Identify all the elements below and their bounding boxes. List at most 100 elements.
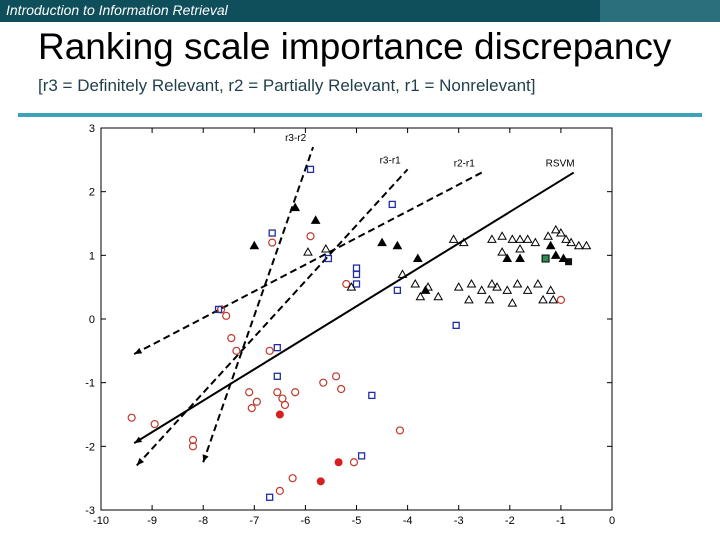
line-label: RSVM <box>546 159 575 170</box>
x-tick-label: -6 <box>301 515 311 527</box>
point-triangle <box>433 291 444 301</box>
point-triangle <box>448 234 459 243</box>
point-circle <box>337 384 346 394</box>
point-circle <box>395 426 405 435</box>
point-triangle <box>502 285 513 294</box>
x-tick-label: -8 <box>198 515 208 527</box>
point-square <box>306 165 315 174</box>
point-square <box>352 264 361 272</box>
point-triangle <box>522 285 533 294</box>
point-triangle <box>320 243 331 253</box>
point-triangle <box>530 237 541 247</box>
point-square <box>352 280 361 288</box>
point-circle <box>265 346 274 355</box>
x-tick-label: -5 <box>352 515 362 527</box>
point-triangle-filled <box>249 240 260 250</box>
x-tick-label: -3 <box>454 515 464 527</box>
point-square <box>393 286 402 295</box>
point-triangle <box>410 278 421 288</box>
point-circle <box>222 311 231 320</box>
ranking-line-rsvm <box>133 171 575 445</box>
point-triangle <box>453 282 464 291</box>
point-circle <box>127 413 136 422</box>
point-square <box>214 305 223 314</box>
point-circle <box>288 474 297 483</box>
point-circle <box>319 378 328 387</box>
point-triangle-filled <box>412 253 423 263</box>
line-label: r2-r1 <box>454 159 476 170</box>
point-triangle <box>497 231 507 240</box>
point-circle <box>227 334 236 343</box>
point-circle <box>556 295 566 304</box>
line-label: r3-r1 <box>380 155 402 166</box>
point-triangle-filled <box>550 250 561 259</box>
header-accent <box>600 0 720 22</box>
x-tick-label: -10 <box>93 515 109 527</box>
arrowhead <box>134 436 143 444</box>
arrowhead <box>134 347 143 355</box>
y-tick-label: 0 <box>89 314 95 326</box>
y-tick-label: -3 <box>85 505 95 517</box>
point-triangle <box>507 298 518 307</box>
x-tick-label: 0 <box>609 515 615 527</box>
point-square <box>265 493 274 501</box>
point-circle <box>150 419 159 429</box>
line-label: r3-r2 <box>285 133 307 144</box>
header-bar <box>0 0 720 22</box>
title-rule <box>18 113 702 117</box>
x-tick-label: -2 <box>505 515 515 527</box>
point-triangle <box>346 282 357 291</box>
point-triangle <box>492 282 502 291</box>
point-triangle <box>458 237 469 247</box>
point-square <box>324 254 333 263</box>
point-triangle <box>397 269 408 278</box>
point-triangle <box>566 237 576 247</box>
point-circle <box>280 400 290 410</box>
plot-frame <box>100 127 613 511</box>
point-triangle <box>484 294 495 304</box>
point-square <box>388 200 396 209</box>
point-triangle-filled <box>392 240 403 250</box>
y-tick-label: -1 <box>85 378 95 390</box>
point-circle <box>188 435 198 445</box>
point-circle <box>273 388 282 397</box>
course-title: Introduction to Information Retrieval <box>6 2 228 18</box>
y-tick-label: 1 <box>89 250 95 262</box>
y-tick-label: 2 <box>89 187 95 199</box>
point-circle <box>247 404 256 413</box>
point-triangle <box>487 278 497 288</box>
point-triangle-filled <box>310 215 321 224</box>
point-triangle <box>545 285 556 294</box>
x-tick-label: -1 <box>556 515 566 527</box>
arrowhead <box>202 454 209 463</box>
point-triangle <box>550 224 561 234</box>
point-triangle <box>476 285 487 294</box>
point-triangle <box>512 278 523 288</box>
point-circle <box>268 238 277 247</box>
point-circle-filled <box>316 477 325 486</box>
slide-title: Ranking scale importance discrepancy <box>38 26 672 67</box>
point-square-green <box>541 254 550 263</box>
y-tick-label: -2 <box>85 441 95 453</box>
x-tick-label: -7 <box>249 515 259 527</box>
point-triangle-filled <box>290 202 301 212</box>
arrowhead <box>136 457 145 466</box>
point-triangle <box>522 234 533 243</box>
point-triangle-filled <box>377 237 387 247</box>
point-triangle <box>573 240 584 250</box>
x-tick-label: -4 <box>403 515 413 527</box>
point-square <box>268 229 276 237</box>
point-triangle <box>466 278 477 288</box>
point-triangle <box>515 243 525 253</box>
ranking-line-r3-r2 <box>202 146 315 463</box>
point-triangle <box>415 291 426 301</box>
point-square <box>273 343 281 352</box>
point-circle <box>245 388 254 397</box>
point-triangle-filled <box>558 253 569 263</box>
point-circle-filled <box>334 458 343 467</box>
slide-subtitle: [r3 = Definitely Relevant, r2 = Partiall… <box>38 76 536 95</box>
point-circle <box>331 372 341 381</box>
point-triangle <box>538 294 548 304</box>
point-triangle-filled <box>515 253 525 263</box>
